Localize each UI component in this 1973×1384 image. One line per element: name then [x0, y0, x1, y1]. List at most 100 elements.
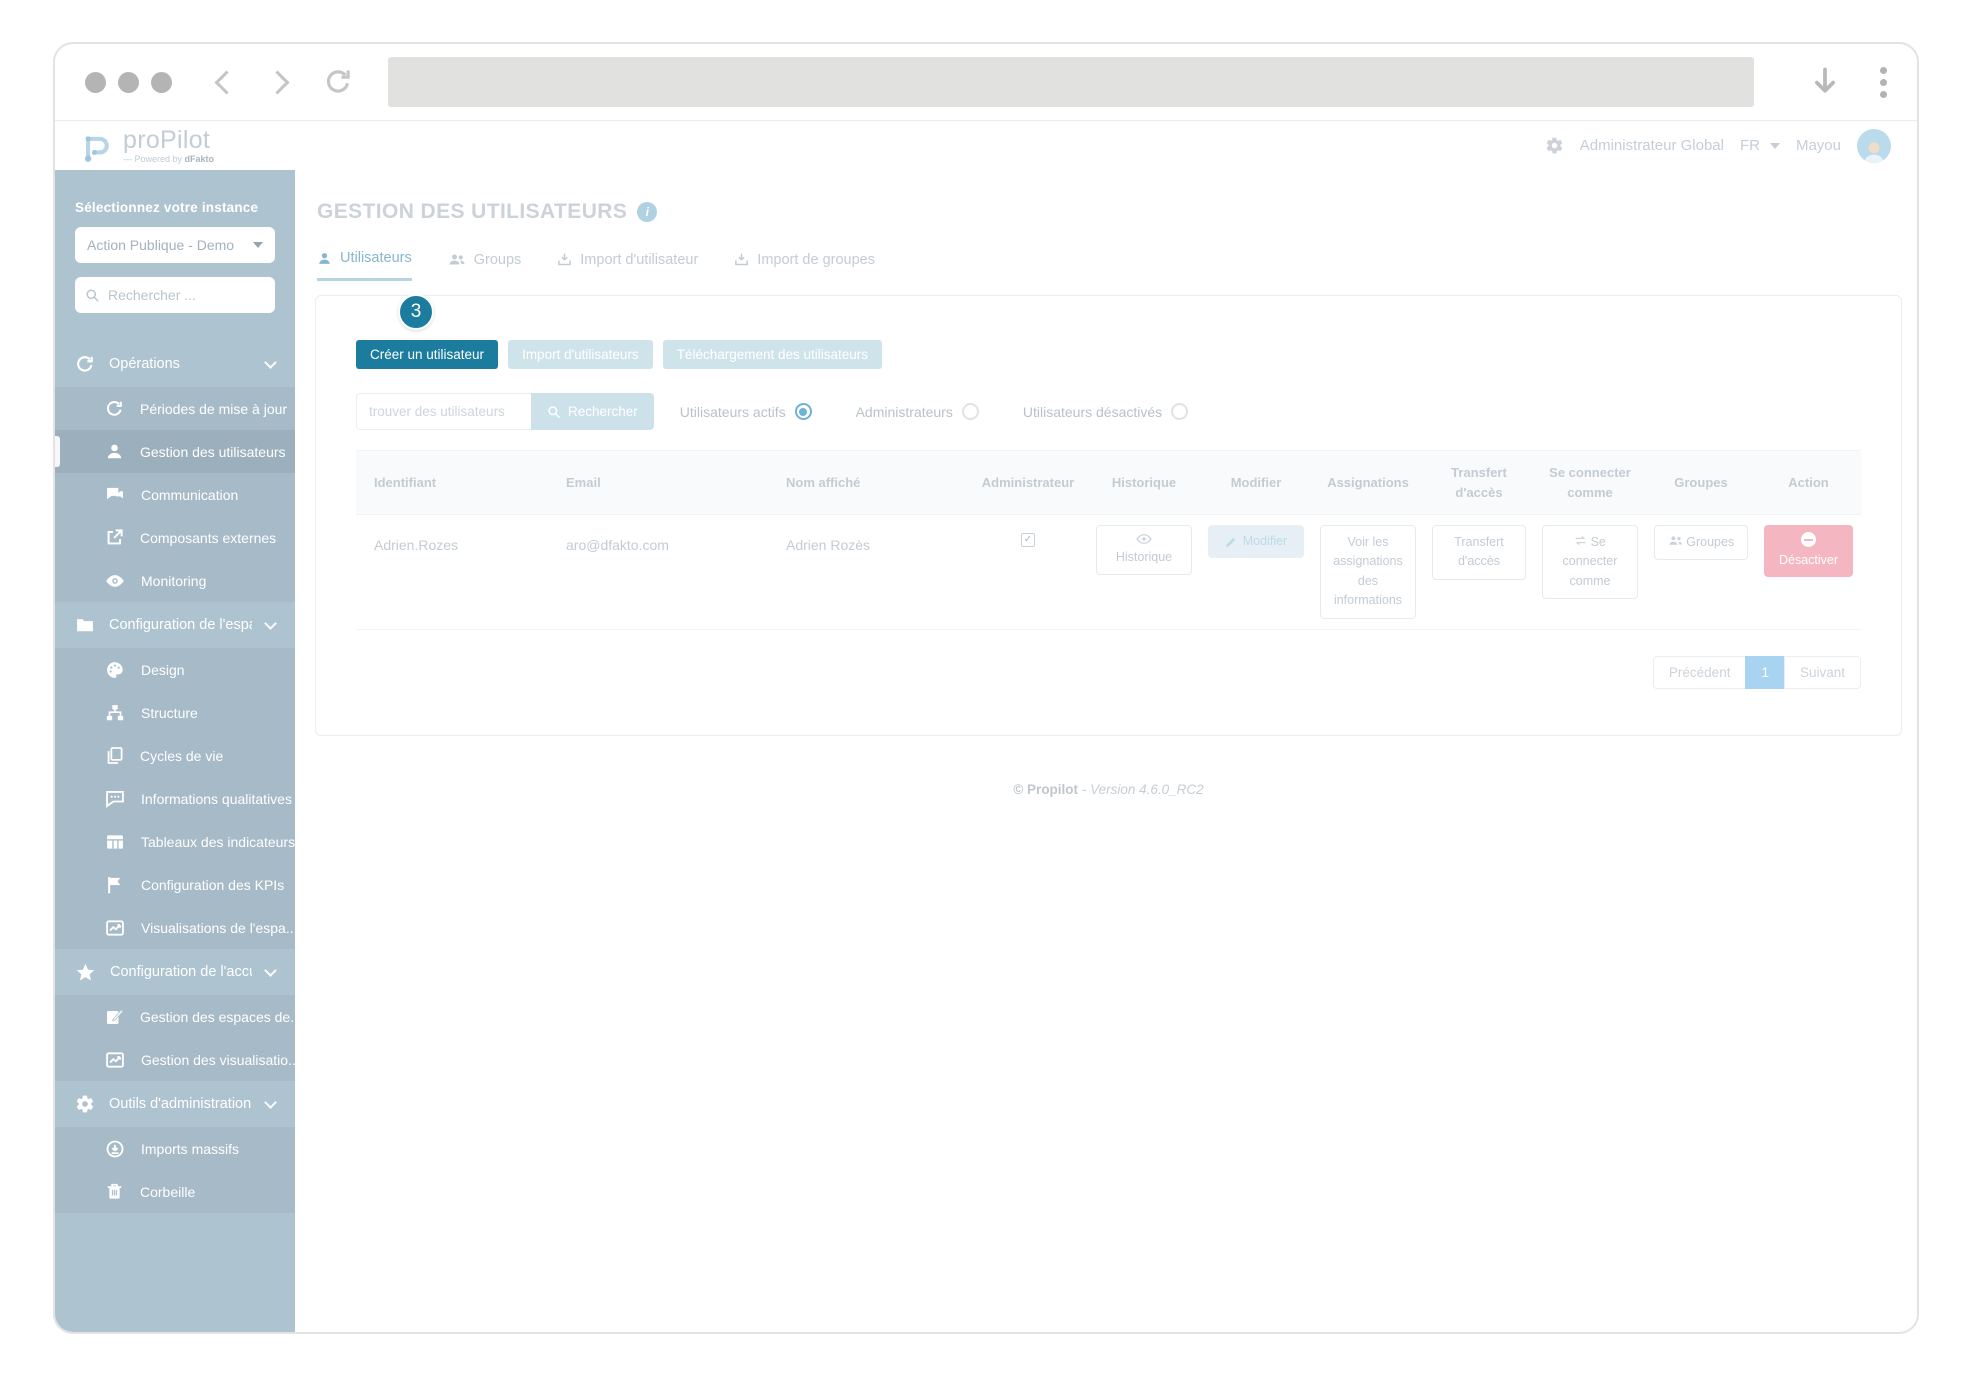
folder-icon: [75, 615, 95, 635]
back-icon[interactable]: [214, 69, 239, 95]
col-action: Action: [1756, 450, 1861, 515]
filter-utilisateurs-desactives[interactable]: Utilisateurs désactivés: [1023, 403, 1189, 420]
sidebar-item-informations-qualitatives[interactable]: Informations qualitatives: [55, 777, 295, 820]
sidebar-group-outils-administration[interactable]: Outils d'administration: [55, 1081, 295, 1127]
create-user-button[interactable]: Créer un utilisateur: [356, 340, 499, 369]
admin-checkbox-checked-icon[interactable]: [1021, 532, 1035, 547]
main-content: GESTION DES UTILISATEURS i Utilisateurs …: [295, 170, 1917, 1332]
pagination-page-1[interactable]: 1: [1745, 655, 1785, 689]
se-connecter-comme-button[interactable]: Se connecter comme: [1542, 525, 1638, 600]
search-icon: [547, 405, 561, 419]
filter-administrateurs[interactable]: Administrateurs: [856, 403, 979, 420]
search-button[interactable]: Rechercher: [531, 393, 654, 430]
sync-icon: [105, 399, 124, 418]
step-badge: 3: [398, 294, 434, 330]
forward-icon[interactable]: [265, 69, 290, 95]
filter-utilisateurs-actifs[interactable]: Utilisateurs actifs: [680, 403, 812, 420]
col-groupes: Groupes: [1646, 450, 1756, 515]
sidebar-group-configuration-espace[interactable]: Configuration de l'espace de ...: [55, 602, 295, 648]
pagination-next[interactable]: Suivant: [1783, 655, 1861, 689]
download-users-button[interactable]: Téléchargement des utilisateurs: [662, 340, 883, 369]
radio-icon[interactable]: [961, 403, 979, 420]
account-area: Administrateur Global FR Mayou: [1545, 128, 1891, 163]
sidebar: Sélectionnez votre instance Action Publi…: [55, 170, 295, 1332]
sidebar-item-corbeille[interactable]: Corbeille: [55, 1170, 295, 1213]
col-nom-affiche: Nom affiché: [768, 450, 968, 515]
voir-assignations-button[interactable]: Voir les assignations des informations: [1320, 525, 1416, 619]
window-control-dot[interactable]: [151, 71, 172, 93]
sidebar-search-input[interactable]: [108, 287, 289, 303]
sidebar-item-tableaux-des-indicateurs[interactable]: Tableaux des indicateurs: [55, 820, 295, 863]
sidebar-item-composants-externes[interactable]: Composants externes: [55, 516, 295, 559]
user-icon: [105, 442, 124, 461]
browser-window: proPilot — Powered by dFakto Administrat…: [53, 42, 1919, 1334]
download-icon[interactable]: [1810, 65, 1840, 99]
radio-selected-icon[interactable]: [794, 403, 812, 420]
sidebar-item-design[interactable]: Design: [55, 648, 295, 691]
page-title: GESTION DES UTILISATEURS: [317, 200, 628, 223]
import-users-button[interactable]: Import d'utilisateurs: [508, 340, 653, 369]
find-users-input[interactable]: [356, 393, 531, 430]
palette-icon: [105, 660, 125, 680]
col-email: Email: [548, 450, 768, 515]
radio-icon[interactable]: [1171, 403, 1189, 420]
window-control-dot[interactable]: [118, 71, 139, 93]
tab-import-de-groupes[interactable]: Import de groupes: [734, 250, 875, 281]
footer-version: - Version 4.6.0_RC2: [1081, 781, 1204, 797]
browser-menu-icon[interactable]: [1880, 66, 1887, 98]
info-icon[interactable]: i: [637, 202, 658, 222]
gear-icon: [75, 1094, 95, 1114]
sidebar-item-communication[interactable]: Communication: [55, 473, 295, 516]
cell-email: aro@dfakto.com: [548, 514, 768, 630]
sidebar-item-gestion-des-visualisations[interactable]: Gestion des visualisatio...: [55, 1038, 295, 1081]
sidebar-item-visualisations-espace[interactable]: Visualisations de l'espa...: [55, 906, 295, 949]
footer: © Propilot - Version 4.6.0_RC2: [315, 782, 1902, 797]
sidebar-group-configuration-accueil[interactable]: Configuration de l'accueil: [55, 949, 295, 995]
chart-icon: [105, 1050, 125, 1070]
pagination-previous[interactable]: Précédent: [1652, 655, 1747, 689]
app-header: proPilot — Powered by dFakto Administrat…: [55, 120, 1917, 170]
instance-select[interactable]: Action Publique - Demo: [75, 227, 275, 263]
pagination: Précédent 1 Suivant: [1652, 655, 1861, 689]
sidebar-item-periodes-de-mise-a-jour[interactable]: Périodes de mise à jour: [55, 387, 295, 430]
users-icon: [1668, 535, 1683, 546]
window-controls[interactable]: [85, 71, 172, 93]
language-selector[interactable]: FR: [1740, 137, 1780, 154]
search-icon: [85, 288, 100, 303]
sidebar-item-structure[interactable]: Structure: [55, 691, 295, 734]
refresh-icon[interactable]: [322, 66, 354, 98]
modifier-button[interactable]: Modifier: [1208, 525, 1304, 559]
flag-icon: [105, 875, 125, 895]
sidebar-item-gestion-des-espaces[interactable]: Gestion des espaces de...: [55, 995, 295, 1038]
eye-icon: [105, 571, 125, 591]
sidebar-item-cycles-de-vie[interactable]: Cycles de vie: [55, 734, 295, 777]
transfert-acces-button[interactable]: Transfert d'accès: [1432, 525, 1526, 580]
tab-groups[interactable]: Groups: [448, 250, 521, 281]
chevron-down-icon: [264, 616, 277, 630]
cell-nom-affiche: Adrien Rozès: [768, 514, 968, 630]
footer-brand: © Propilot: [1013, 781, 1079, 797]
desactiver-button[interactable]: Désactiver: [1763, 525, 1854, 578]
sidebar-item-configuration-des-kpis[interactable]: Configuration des KPIs: [55, 863, 295, 906]
url-bar[interactable]: [388, 57, 1754, 107]
trash-icon: [105, 1182, 124, 1201]
window-control-dot[interactable]: [85, 71, 106, 93]
user-role[interactable]: Administrateur Global: [1579, 137, 1724, 154]
sidebar-group-operations[interactable]: Opérations: [55, 341, 295, 387]
chevron-down-icon: [264, 1095, 277, 1109]
sidebar-item-monitoring[interactable]: Monitoring: [55, 559, 295, 602]
sidebar-item-imports-massifs[interactable]: Imports massifs: [55, 1127, 295, 1170]
tab-utilisateurs[interactable]: Utilisateurs: [317, 250, 412, 281]
users-icon: [448, 252, 466, 267]
tab-import-utilisateur[interactable]: Import d'utilisateur: [557, 250, 698, 281]
gear-icon[interactable]: [1545, 136, 1564, 155]
avatar[interactable]: [1857, 128, 1891, 163]
chat-icon: [105, 485, 125, 505]
username[interactable]: Mayou: [1795, 137, 1841, 154]
download-icon: [557, 252, 572, 267]
sidebar-item-gestion-des-utilisateurs[interactable]: Gestion des utilisateurs: [55, 430, 295, 473]
groupes-button[interactable]: Groupes: [1654, 525, 1748, 561]
user-icon: [317, 251, 332, 266]
historique-button[interactable]: Historique: [1096, 525, 1192, 576]
swap-arrows-icon: [1574, 535, 1587, 546]
